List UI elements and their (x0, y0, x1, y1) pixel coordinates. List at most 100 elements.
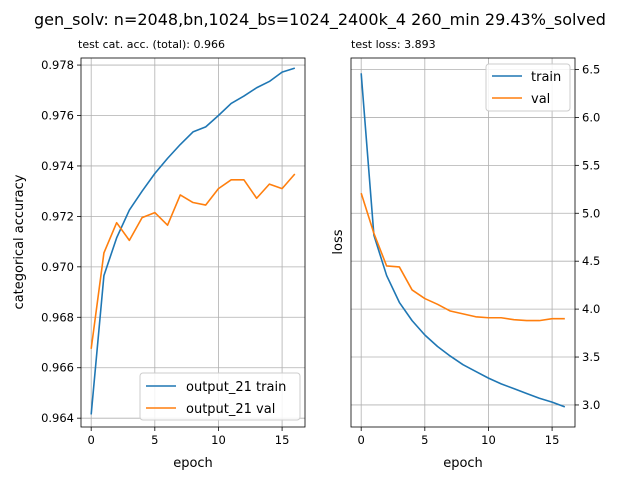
loss-data-point-train (386, 275, 388, 277)
loss-data-point-val (360, 192, 362, 194)
accuracy-data-point-output-21-val (141, 217, 143, 219)
loss-y-tick-label: 5.0 (582, 206, 600, 220)
accuracy-data-point-output-21-train (218, 115, 220, 117)
loss-y-axis-label: loss (331, 229, 346, 254)
accuracy-panel-title: test cat. acc. (total): 0.966 (78, 38, 225, 51)
loss-data-point-val (449, 310, 451, 312)
accuracy-series-line-output-21-val (90, 173, 296, 349)
accuracy-data-point-output-21-val (256, 197, 258, 199)
loss-data-point-train (437, 346, 439, 348)
accuracy-data-point-output-21-val (281, 188, 283, 190)
accuracy-data-point-output-21-train (167, 157, 169, 159)
loss-legend-val-label: val (531, 92, 550, 107)
figure-suptitle: gen_solv: n=2048,bn,1024_bs=1024_2400k_4… (34, 10, 606, 30)
accuracy-data-point-output-21-train (141, 190, 143, 192)
loss-data-point-val (564, 318, 566, 320)
accuracy-series-lines (90, 67, 296, 415)
loss-data-point-train (513, 388, 515, 390)
accuracy-y-tick-label: 0.974 (41, 159, 74, 173)
accuracy-legend-box (139, 372, 301, 421)
accuracy-data-point-output-21-train (154, 173, 156, 175)
loss-data-point-val (500, 317, 502, 319)
accuracy-data-point-output-21-train (230, 102, 232, 104)
accuracy-data-point-output-21-val (230, 179, 232, 181)
loss-axes-frame (350, 57, 576, 428)
accuracy-axes-frame (80, 57, 306, 428)
loss-series-line-val (360, 192, 565, 322)
accuracy-data-point-output-21-val (116, 222, 118, 224)
loss-x-tick-label: 15 (545, 433, 560, 447)
loss-y-tick-label: 6.0 (582, 110, 600, 124)
accuracy-y-tick-label: 0.976 (41, 109, 74, 123)
loss-x-tick-label: 0 (358, 433, 365, 447)
loss-data-point-train (538, 397, 540, 399)
loss-data-point-val (475, 316, 477, 318)
loss-data-point-train (462, 364, 464, 366)
loss-x-tick-label: 10 (481, 433, 496, 447)
accuracy-data-point-output-21-train (90, 413, 92, 415)
loss-data-point-val (373, 232, 375, 234)
accuracy-x-tick-label: 0 (88, 433, 95, 447)
accuracy-data-point-output-21-train (205, 126, 207, 128)
accuracy-x-axis-label: epoch (173, 456, 213, 471)
accuracy-data-point-output-21-train (192, 131, 194, 133)
loss-data-point-val (513, 319, 515, 321)
accuracy-y-axis-label: categorical accuracy (12, 174, 27, 309)
accuracy-data-point-output-21-train (116, 237, 118, 239)
loss-x-axis-label: epoch (443, 456, 483, 471)
loss-data-point-train (564, 406, 566, 408)
accuracy-y-tick-label: 0.966 (41, 361, 74, 375)
loss-data-point-val (424, 298, 426, 300)
accuracy-y-tick-label: 0.978 (41, 58, 74, 72)
accuracy-data-point-output-21-train (281, 71, 283, 73)
loss-x-tick-label: 5 (421, 433, 428, 447)
loss-legend-train-label: train (531, 70, 561, 85)
loss-ticks: 0 5 10 15 3.0 3.5 4.0 4.5 5.0 5.5 6.0 6.5 (358, 63, 601, 447)
accuracy-data-point-output-21-val (179, 194, 181, 196)
loss-legend: train val (485, 63, 571, 112)
loss-data-point-train (360, 72, 362, 74)
loss-data-point-train (398, 302, 400, 304)
loss-series-line-train (360, 73, 566, 408)
accuracy-data-point-output-21-train (256, 87, 258, 89)
accuracy-data-point-output-21-val (192, 202, 194, 204)
accuracy-data-point-output-21-val (243, 179, 245, 181)
accuracy-data-point-output-21-val (268, 183, 270, 185)
accuracy-x-tick-label: 10 (211, 433, 226, 447)
accuracy-data-point-output-21-train (294, 67, 296, 69)
loss-data-point-train (411, 320, 413, 322)
accuracy-series-line-output-21-train (90, 67, 296, 415)
loss-data-point-val (488, 317, 490, 319)
loss-data-point-train (424, 334, 426, 336)
accuracy-x-tick-label: 5 (151, 433, 158, 447)
loss-data-point-train (551, 401, 553, 403)
loss-y-tick-label: 5.5 (582, 158, 600, 172)
loss-data-point-train (475, 371, 477, 373)
loss-data-point-val (526, 320, 528, 322)
accuracy-legend-val-label: output_21 val (186, 402, 275, 417)
accuracy-y-tick-label: 0.972 (41, 209, 74, 223)
loss-data-point-train (488, 377, 490, 379)
loss-y-tick-label: 4.5 (582, 254, 600, 268)
accuracy-ticks: 0 5 10 15 0.964 0.966 0.968 0.970 0.972 0.974 0.97… (41, 58, 289, 447)
accuracy-y-tick-label: 0.970 (41, 260, 74, 274)
accuracy-data-point-output-21-val (90, 348, 92, 350)
accuracy-legend-train-label: output_21 train (186, 380, 286, 395)
loss-data-point-val (551, 318, 553, 320)
accuracy-data-point-output-21-train (128, 209, 130, 211)
accuracy-y-tick-label: 0.968 (41, 310, 74, 324)
accuracy-panel: 0 5 10 15 0.964 0.966 0.968 0.970 0.972 0.974 0.97… (12, 38, 306, 471)
accuracy-data-point-output-21-val (154, 212, 156, 214)
accuracy-legend: output_21 train output_21 val (139, 372, 301, 421)
loss-panel-title: test loss: 3.893 (351, 38, 436, 51)
accuracy-x-tick-label: 15 (275, 433, 290, 447)
accuracy-data-point-output-21-train (179, 144, 181, 146)
accuracy-data-point-output-21-val (294, 173, 296, 175)
loss-panel: 0 5 10 15 3.0 3.5 4.0 4.5 5.0 5.5 6.0 6.5 test loss… (331, 38, 600, 471)
accuracy-gridlines (81, 58, 305, 427)
loss-data-point-train (500, 383, 502, 385)
accuracy-data-point-output-21-val (103, 252, 105, 254)
accuracy-data-point-output-21-val (167, 224, 169, 226)
loss-data-point-val (411, 289, 413, 291)
